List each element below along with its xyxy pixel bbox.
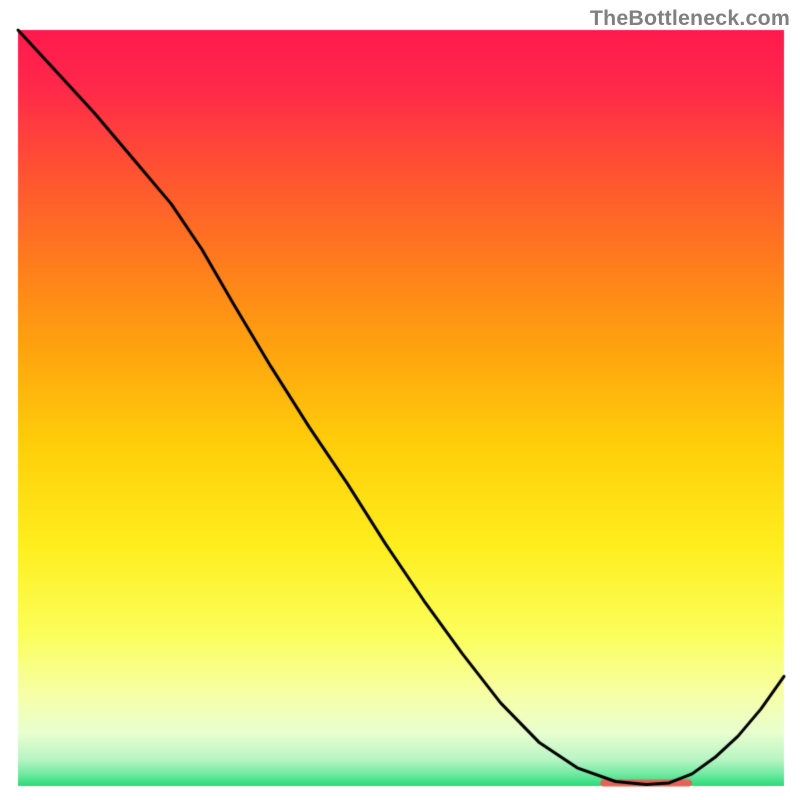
watermark-text: TheBottleneck.com	[590, 6, 790, 31]
chart-canvas	[0, 0, 800, 800]
bottleneck-chart: TheBottleneck.com	[0, 0, 800, 800]
